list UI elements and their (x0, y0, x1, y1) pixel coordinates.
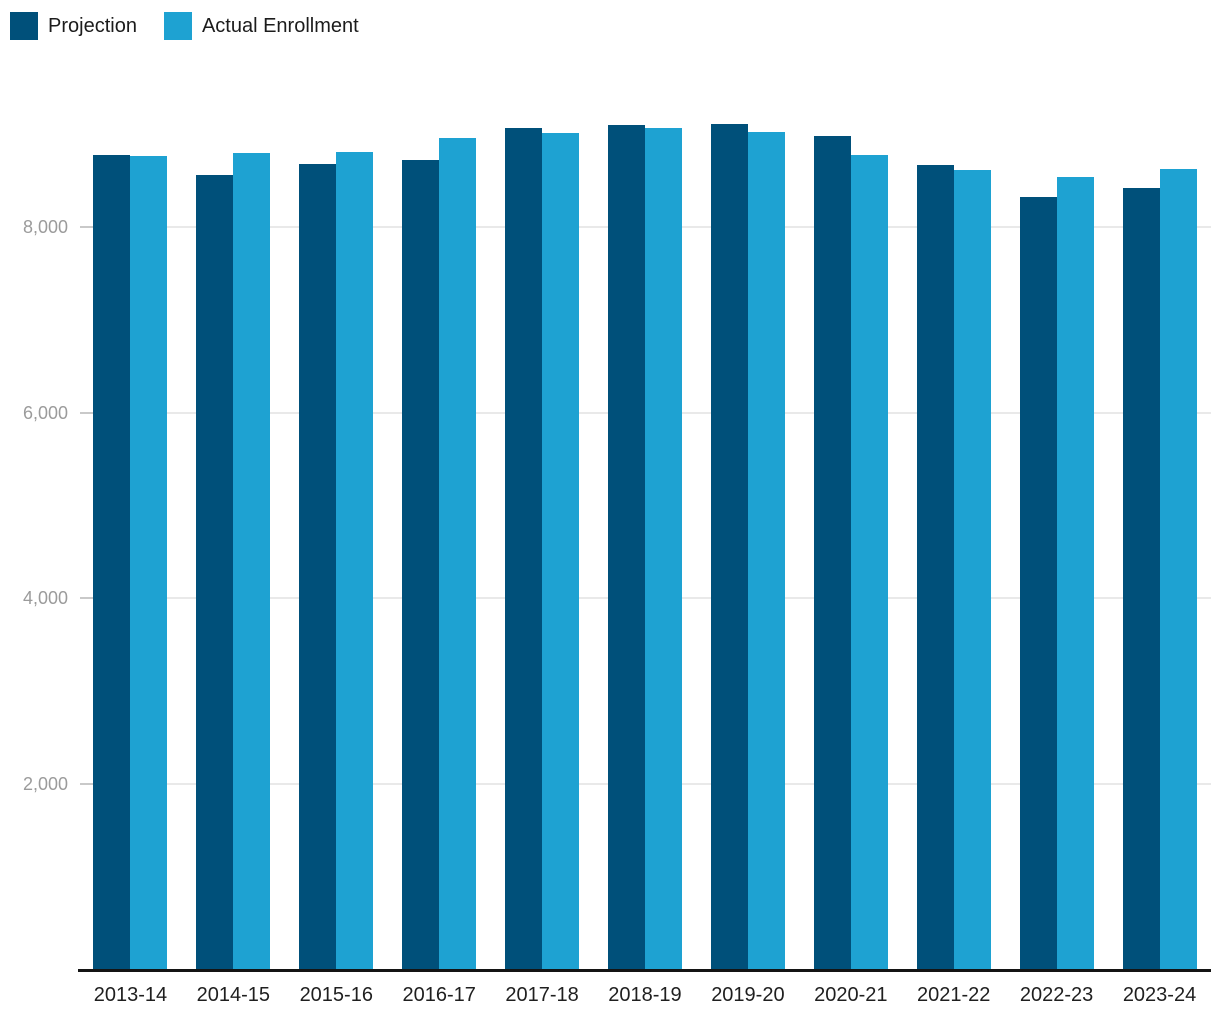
x-axis-label-2019-20: 2019-20 (711, 984, 785, 1006)
x-axis-label-2015-16: 2015-16 (299, 984, 373, 1006)
y-tick-6000 (80, 411, 96, 414)
bar-actual-enrollment-2018-19[interactable] (644, 127, 682, 969)
bar-projection-2020-21[interactable] (813, 136, 851, 969)
bar-actual-enrollment-2020-21[interactable] (850, 155, 888, 969)
bar-actual-enrollment-2021-22[interactable] (953, 170, 991, 969)
bar-projection-2022-23[interactable] (1019, 197, 1057, 969)
bar-group-2015-16 (299, 151, 374, 969)
bar-actual-enrollment-2014-15[interactable] (233, 152, 271, 969)
bar-actual-enrollment-2023-24[interactable] (1159, 169, 1197, 969)
bar-projection-2021-22[interactable] (916, 165, 954, 969)
x-axis-label-2016-17: 2016-17 (402, 984, 476, 1006)
bar-actual-enrollment-2013-14[interactable] (130, 156, 168, 969)
bar-actual-enrollment-2016-17[interactable] (439, 138, 477, 969)
legend-item-actual-enrollment[interactable]: Actual Enrollment (163, 12, 359, 40)
bar-actual-enrollment-2015-16[interactable] (336, 151, 374, 969)
bar-group-2020-21 (813, 136, 888, 969)
y-tick-8000 (80, 226, 96, 228)
legend: Projection Actual Enrollment (10, 12, 359, 40)
bar-projection-2013-14[interactable] (93, 154, 131, 969)
x-axis-label-2020-21: 2020-21 (814, 984, 888, 1006)
x-axis-line (78, 969, 1211, 972)
bar-projection-2015-16[interactable] (299, 163, 337, 969)
bar-group-2016-17 (402, 138, 477, 969)
x-axis-label-2014-15: 2014-15 (196, 984, 271, 1006)
bar-group-2017-18 (505, 127, 580, 969)
bar-actual-enrollment-2019-20[interactable] (747, 131, 785, 969)
bar-projection-2019-20[interactable] (710, 124, 748, 969)
bar-group-2013-14 (93, 154, 168, 969)
legend-swatch-projection-icon (10, 12, 38, 40)
legend-label-actual-enrollment: Actual Enrollment (201, 14, 359, 37)
legend-swatch-actual-enrollment-icon (163, 12, 192, 40)
bar-projection-2014-15[interactable] (196, 175, 234, 969)
bar-projection-2018-19[interactable] (607, 125, 645, 969)
x-axis-label-2013-14: 2013-14 (93, 984, 168, 1006)
plot-area (79, 99, 1211, 969)
bar-actual-enrollment-2017-18[interactable] (542, 132, 580, 969)
y-axis-label-4000: 4,000 (22, 588, 68, 608)
bar-group-2022-23 (1019, 177, 1094, 969)
bar-group-2021-22 (916, 165, 991, 969)
bar-group-2014-15 (196, 152, 271, 969)
bar-actual-enrollment-2022-23[interactable] (1056, 177, 1094, 969)
bar-projection-2017-18[interactable] (505, 127, 543, 969)
y-axis-label-8000: 8,000 (22, 217, 68, 237)
x-axis-label-2021-22: 2021-22 (917, 984, 991, 1006)
x-axis-labels: 2013-14 2014-15 2015-16 2016-17 2017-18 2018-… (79, 982, 1211, 1008)
y-tick-2000 (80, 782, 96, 785)
legend-label-projection: Projection (48, 14, 137, 37)
legend-item-projection[interactable]: Projection (10, 12, 137, 40)
x-axis-label-2018-19: 2018-19 (608, 984, 682, 1006)
bar-group-2018-19 (607, 125, 682, 969)
y-tick-4000 (80, 597, 96, 599)
bar-projection-2016-17[interactable] (402, 160, 440, 969)
y-axis-label-6000: 6,000 (22, 402, 68, 423)
y-axis-label-2000: 2,000 (22, 773, 68, 794)
bar-group-2023-24 (1122, 169, 1197, 969)
x-axis-label-2017-18: 2017-18 (505, 984, 579, 1006)
bar-group-2019-20 (710, 124, 785, 969)
bar-projection-2023-24[interactable] (1122, 187, 1160, 969)
x-axis-label-2022-23: 2022-23 (1019, 984, 1094, 1006)
x-axis-label-2023-24: 2023-24 (1122, 984, 1197, 1006)
